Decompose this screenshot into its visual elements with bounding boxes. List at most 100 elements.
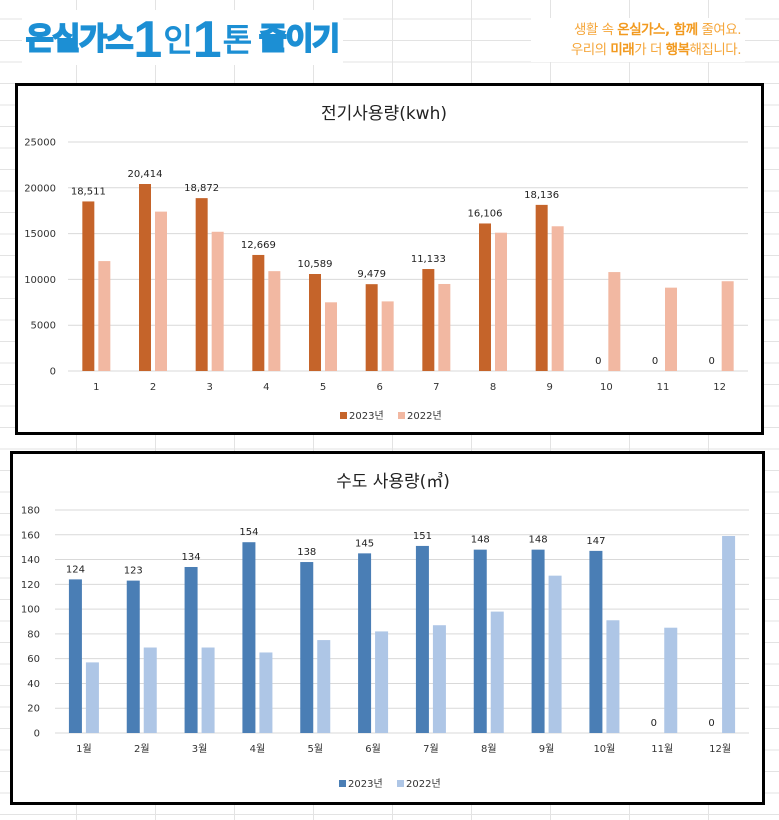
bar-2023[interactable] [184,566,198,733]
data-label: 10,589 [298,259,333,270]
bar-2022[interactable] [608,272,621,371]
legend-label[interactable]: 2022년 [406,778,441,790]
bar-2023[interactable] [473,549,487,733]
legend-label[interactable]: 2023년 [348,778,383,790]
y-tick-label: 140 [21,555,40,566]
bar-2022[interactable] [551,226,564,371]
y-tick-label: 5000 [31,321,56,332]
y-tick-label: 0 [34,729,40,740]
y-tick-label: 25000 [24,138,56,149]
bar-2022[interactable] [664,627,678,733]
y-tick-label: 80 [27,629,40,640]
bar-2022[interactable] [432,625,446,733]
data-label: 18,872 [184,183,219,194]
bar-2023[interactable] [139,184,151,371]
slogan-text: 생활 속 [573,22,618,38]
slogan-line-2: 우리의 미래가 더 행복해집니다. [535,40,742,60]
x-tick-label: 4 [263,382,269,393]
water-chart-svg: 수도 사용량(㎥) 0 20 40 60 80 100 120 140 160 180 1월 124 2월… [21,472,749,790]
bar-2022[interactable] [201,647,215,733]
bar-2023[interactable] [422,269,435,371]
bar-2023[interactable] [242,542,256,733]
bar-2022[interactable] [490,611,504,733]
bar-2022[interactable] [85,662,99,733]
bar-2023[interactable] [68,579,82,733]
bar-2022[interactable] [495,232,507,371]
slogan-emphasis: 행복 [665,42,690,58]
x-tick-label: 10월 [593,743,615,755]
bar-2022[interactable] [325,302,337,371]
bar-2022[interactable] [548,575,562,733]
bar-2023[interactable] [309,274,321,371]
bar-2023[interactable] [535,204,548,371]
slogan-line-1: 생활 속 온실가스, 함께 줄여요. [535,20,742,40]
x-tick-label: 4월 [250,743,266,755]
bar-2022[interactable] [211,231,224,371]
bar-2023[interactable] [531,549,545,733]
x-tick-label: 12월 [709,743,731,755]
x-tick-label: 11 [657,382,670,393]
bar-2023[interactable] [300,562,314,733]
x-tick-label: 8 [490,382,496,393]
data-label: 18,511 [71,186,106,197]
data-label: 12,669 [241,240,276,251]
bar-2023[interactable] [479,223,491,371]
legend-swatch [339,780,346,787]
bar-2023[interactable] [415,545,429,733]
y-tick-label: 60 [27,654,40,665]
data-label: 0 [652,356,658,367]
bar-2023[interactable] [365,284,378,371]
logo-text-part2: 인 [163,21,192,59]
x-tick-label: 5 [320,382,326,393]
bar-2023[interactable] [589,550,603,733]
data-label: 145 [355,538,374,549]
bar-2022[interactable] [606,620,620,733]
x-tick-label: 1월 [76,743,92,755]
bar-2022[interactable] [665,287,677,371]
bar-2022[interactable] [438,283,451,371]
bar-2023[interactable] [252,254,265,371]
data-label: 147 [586,536,605,547]
bar-2022[interactable] [143,647,157,733]
bar-2022[interactable] [155,211,167,371]
bar-2022[interactable] [259,652,273,733]
chart-title: 전기사용량(kwh) [321,104,447,124]
logo-text-part3: 톤 [222,21,252,59]
bar-2022[interactable] [721,281,734,371]
bar-2022[interactable] [268,271,281,371]
bar-2023[interactable] [358,553,372,733]
x-tick-label: 6 [376,382,382,393]
data-label: 11,133 [411,254,446,265]
legend-label[interactable]: 2022년 [407,410,442,422]
x-tick-label: 11월 [651,743,673,755]
data-label: 9,479 [357,269,386,280]
campaign-slogan: 생활 속 온실가스, 함께 줄여요. 우리의 미래가 더 행복해집니다. [531,18,745,62]
bar-2022[interactable] [317,640,331,733]
data-label: 0 [595,356,601,367]
y-tick-label: 0 [50,367,56,378]
x-tick-label: 1 [93,382,99,393]
bar-2022[interactable] [98,261,111,371]
electricity-chart-svg: 전기사용량(kwh)0500010000150002000025000118,5… [24,104,748,422]
bar-2022[interactable] [722,536,736,733]
data-label: 134 [182,552,201,563]
slogan-emphasis: 미래 [610,42,635,58]
x-tick-label: 12 [713,382,726,393]
bar-2022[interactable] [381,301,394,371]
bar-2023[interactable] [82,201,95,371]
bar-2022[interactable] [375,631,389,733]
legend-label[interactable]: 2023년 [349,410,384,422]
chart-title: 수도 사용량(㎥) [336,472,450,492]
y-tick-label: 100 [21,605,40,616]
water-chart[interactable]: 수도 사용량(㎥) 0 20 40 60 80 100 120 140 160 180 1월 124 2월… [10,451,765,805]
x-tick-label: 7 [433,382,439,393]
data-label: 20,414 [128,169,163,180]
x-tick-label: 5월 [307,743,323,755]
logo-text-part4: 줄이기 [258,21,341,58]
x-tick-label: 3 [206,382,212,393]
banner: 온실가스 1 인 1 톤 줄이기 생활 속 온실가스, 함께 줄여요. 우리의 … [0,0,779,78]
electricity-chart[interactable]: 전기사용량(kwh) 0 5000 10000 15000 20000 25000 1 18,5… [15,83,764,435]
bar-2023[interactable] [126,580,140,733]
bar-2023[interactable] [195,198,208,371]
y-tick-label: 10000 [24,275,56,286]
